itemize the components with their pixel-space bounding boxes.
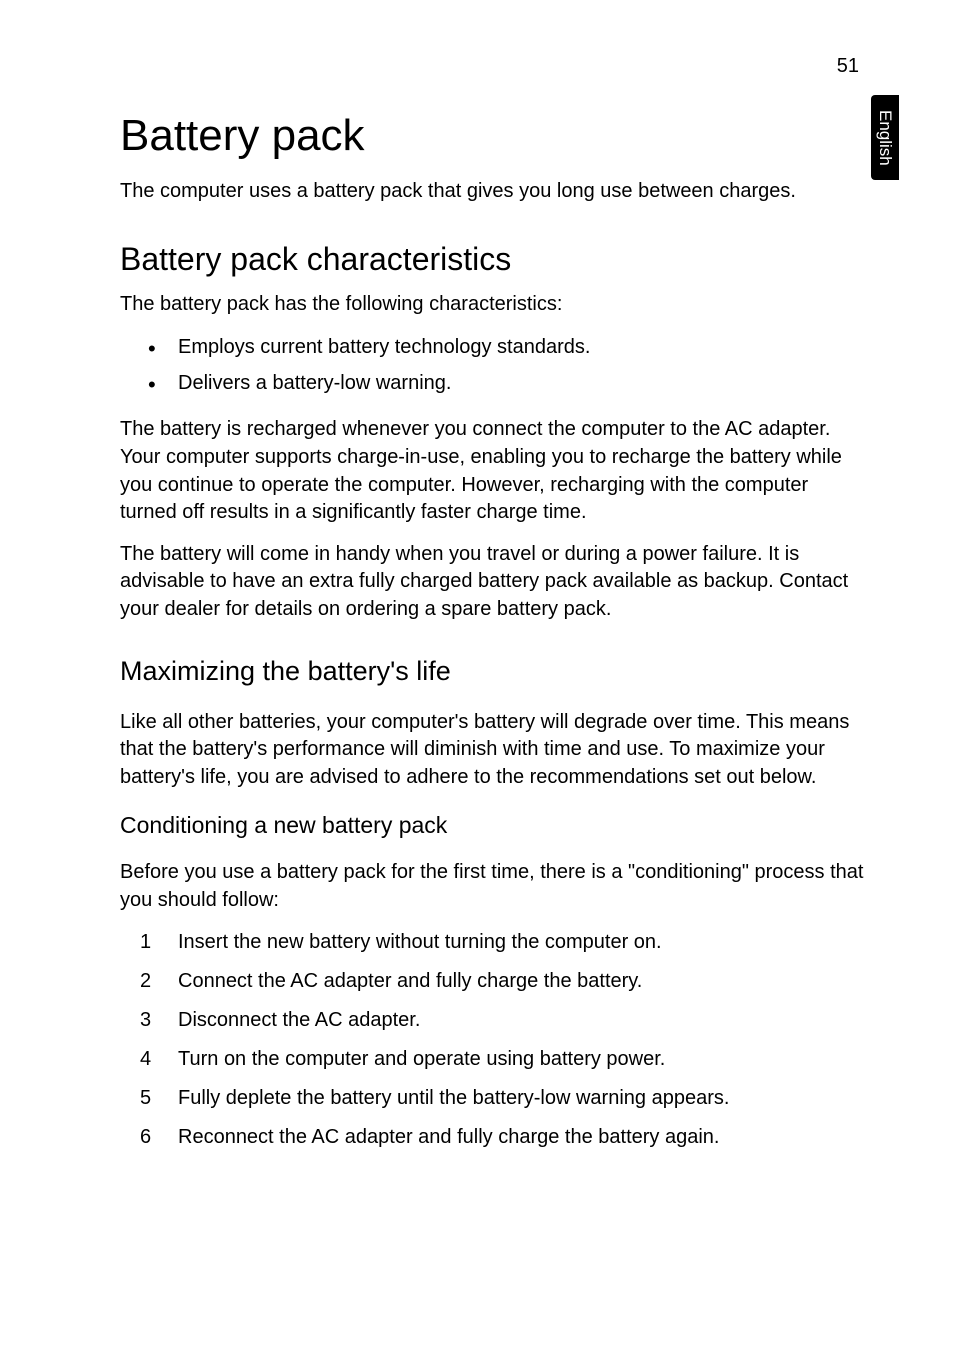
subsubsection-heading-conditioning: Conditioning a new battery pack (120, 811, 869, 841)
list-item: Employs current battery technology stand… (178, 332, 869, 362)
maximizing-para: Like all other batteries, your computer'… (120, 709, 869, 792)
list-item: Fully deplete the battery until the batt… (178, 1084, 869, 1113)
page: 51 English Battery pack The computer use… (0, 0, 954, 1369)
list-item: Turn on the computer and operate using b… (178, 1045, 869, 1074)
characteristics-lead: The battery pack has the following chara… (120, 291, 869, 319)
characteristics-bullets: Employs current battery technology stand… (120, 332, 869, 398)
list-item: Disconnect the AC adapter. (178, 1006, 869, 1035)
list-item: Connect the AC adapter and fully charge … (178, 967, 869, 996)
characteristics-para-2: The battery will come in handy when you … (120, 541, 869, 624)
list-item: Insert the new battery without turning t… (178, 928, 869, 957)
page-title: Battery pack (120, 110, 869, 163)
characteristics-para-1: The battery is recharged whenever you co… (120, 416, 869, 526)
conditioning-steps: Insert the new battery without turning t… (120, 928, 869, 1152)
language-tab: English (871, 95, 899, 180)
list-item: Delivers a battery-low warning. (178, 368, 869, 398)
conditioning-lead: Before you use a battery pack for the fi… (120, 859, 869, 914)
intro-paragraph: The computer uses a battery pack that gi… (120, 178, 869, 206)
list-item: Reconnect the AC adapter and fully charg… (178, 1123, 869, 1152)
subsection-heading-maximizing: Maximizing the battery's life (120, 654, 869, 689)
page-number: 51 (837, 55, 859, 78)
section-heading-characteristics: Battery pack characteristics (120, 240, 869, 278)
